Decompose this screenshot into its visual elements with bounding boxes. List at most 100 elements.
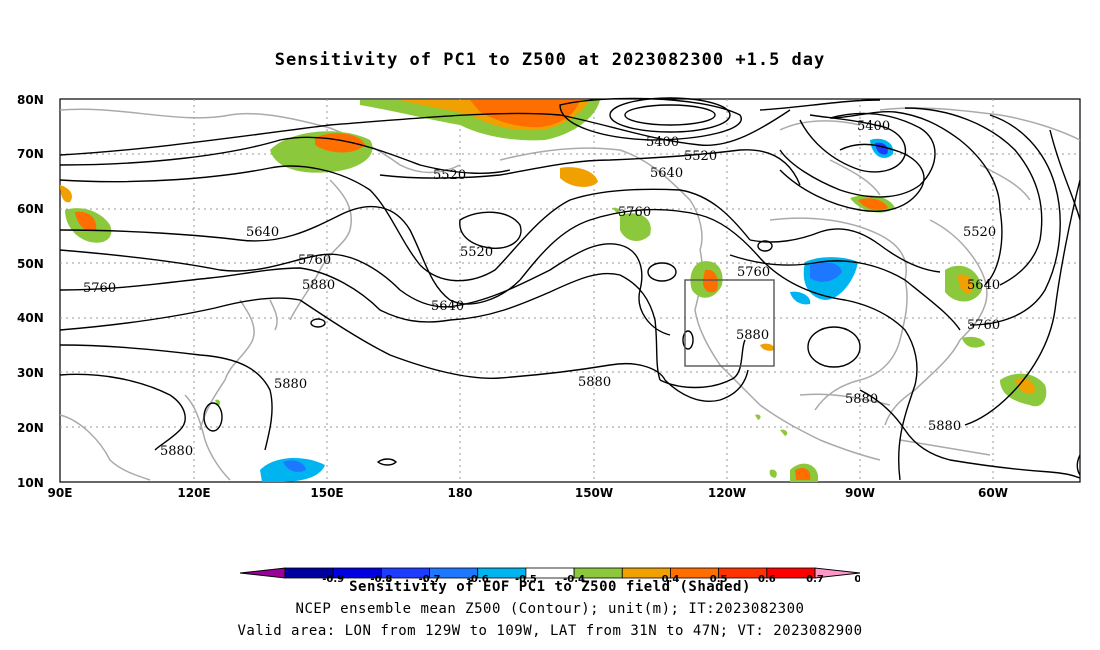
colorbar-tick-label: 0.7	[806, 574, 824, 584]
shade-patch	[755, 414, 761, 420]
map-frame	[59, 98, 1081, 483]
lon-tick-label: 120W	[708, 486, 746, 500]
contour-line	[759, 257, 918, 481]
contour-line	[647, 262, 677, 282]
caption: Sensitivity of EOF PC1 to Z500 field (Sh…	[0, 576, 1100, 642]
contour-label: 5640	[246, 225, 279, 240]
contour-line	[379, 149, 801, 186]
lat-tick-label: 10N	[17, 476, 44, 490]
contour-line	[299, 299, 666, 381]
contour-label: 5760	[298, 253, 331, 268]
contour-label: 5520	[433, 168, 466, 183]
contour-line	[682, 330, 694, 350]
longitude-axis: 90E 120E 150E 180 150W 120W 90W 60W	[48, 486, 1008, 500]
shade-patch	[858, 198, 888, 210]
contour-line	[659, 339, 746, 389]
contour-label: 5640	[967, 278, 1000, 293]
lat-tick-label: 50N	[17, 257, 44, 271]
lat-tick-label: 80N	[17, 93, 44, 107]
colorbar-tick-label: 0.6	[758, 574, 776, 584]
contour-label: 5640	[431, 299, 464, 314]
contour-line	[969, 114, 1061, 326]
colorbar-tick-label: -0.6	[467, 574, 489, 584]
shade-patch	[962, 336, 985, 348]
contour-line	[779, 112, 936, 198]
shade-patch	[790, 291, 811, 305]
contour-line	[376, 458, 397, 466]
contour-label: 5880	[928, 419, 961, 434]
caption-line-3: Valid area: LON from 129W to 109W, LAT f…	[237, 623, 863, 639]
contour-line	[59, 205, 521, 305]
colorbar-tick-label: -0.5	[515, 574, 537, 584]
contour-line	[519, 208, 761, 281]
contour-line	[609, 97, 731, 133]
contour-line	[624, 104, 716, 126]
lat-tick-label: 30N	[17, 366, 44, 380]
shade-patch	[215, 399, 221, 406]
contour-line	[729, 254, 961, 331]
contour-label: 5520	[684, 149, 717, 164]
contour-line	[807, 326, 861, 368]
shade-patch	[760, 343, 775, 351]
contour-label: 5880	[736, 328, 769, 343]
contour-label: 5400	[646, 135, 679, 150]
colorbar-tick-label: -0.7	[419, 574, 441, 584]
lon-tick-label: 180	[447, 486, 472, 500]
caption-line-2: NCEP ensemble mean Z500 (Contour); unit(…	[295, 601, 805, 617]
contour-line	[419, 188, 751, 282]
shade-patch	[1015, 378, 1035, 394]
contour-line	[1049, 129, 1081, 221]
contour-label: 5760	[618, 205, 651, 220]
contour-line	[757, 240, 773, 252]
contour-line	[59, 136, 511, 174]
lat-tick-label: 40N	[17, 311, 44, 325]
contour-line	[664, 369, 749, 402]
contour-label: 5880	[578, 375, 611, 390]
contour-line	[559, 97, 742, 141]
contour-label: 5880	[160, 444, 193, 459]
contour-label: 5760	[83, 281, 116, 296]
caption-line-1: Sensitivity of EOF PC1 to Z500 field (Sh…	[349, 579, 751, 595]
contour-line	[799, 114, 907, 173]
shade-patch	[958, 274, 973, 294]
colorbar-tick-label: -0.9	[322, 574, 344, 584]
lon-tick-label: 150E	[310, 486, 343, 500]
shade-patch	[769, 469, 777, 478]
contour-line	[759, 99, 881, 111]
valid-area-box	[684, 279, 775, 367]
colorbar-high-arrow	[814, 567, 860, 579]
shade-patch	[780, 429, 788, 436]
contour-label: 5880	[302, 278, 335, 293]
shade-patch	[702, 269, 718, 293]
lat-tick-label: 20N	[17, 421, 44, 435]
contour-line	[459, 243, 671, 336]
shade-patch	[810, 262, 842, 282]
shade-patch	[283, 460, 306, 472]
contour-line	[310, 318, 326, 328]
contour-line	[964, 179, 1081, 426]
contour-line	[859, 389, 1081, 479]
contour-label: 5880	[274, 377, 307, 392]
shade-patch	[620, 213, 651, 242]
contour-line	[59, 344, 273, 451]
colorbar: -0.9-0.8-0.7-0.6-0.5-0.40.40.50.60.70.80…	[240, 567, 860, 584]
contour-line	[59, 109, 791, 156]
lon-tick-label: 120E	[177, 486, 210, 500]
shade-patch	[75, 211, 97, 232]
contour-label: 5760	[737, 265, 770, 280]
contour-line	[59, 373, 186, 451]
shaded-field	[60, 100, 1047, 482]
colorbar-tick-label: 0.8	[854, 574, 860, 584]
contour-line	[203, 402, 223, 432]
contour-line	[59, 165, 421, 266]
grid-lines	[60, 99, 1080, 482]
contour-label: 5640	[650, 166, 683, 181]
colorbar-tick-label: 0.5	[710, 574, 728, 584]
shade-patch	[60, 185, 72, 203]
colorbar-tick-label: -0.4	[563, 574, 585, 584]
colorbar-tick-label: -0.8	[370, 574, 392, 584]
contour-line	[904, 107, 1043, 286]
contour-line	[779, 143, 925, 212]
contour-label: 5520	[963, 225, 996, 240]
